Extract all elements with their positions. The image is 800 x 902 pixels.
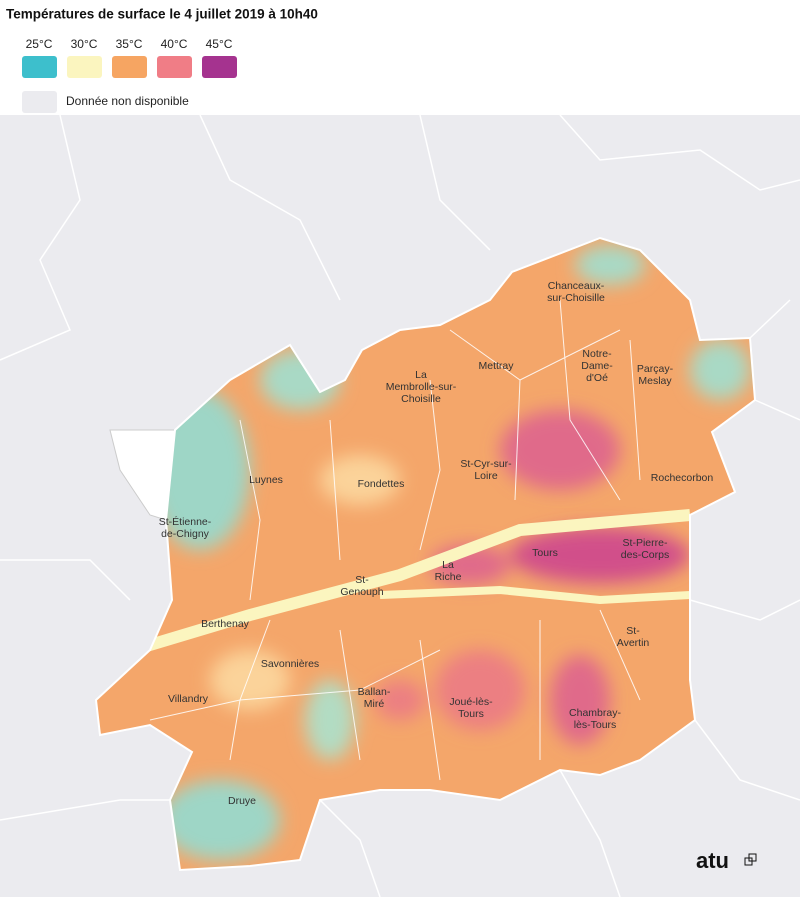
- place-label: Villandry: [168, 693, 209, 705]
- place-label: St-Cyr-sur-: [460, 458, 512, 470]
- place-label: d'Oé: [586, 372, 608, 384]
- place-label: Loire: [474, 470, 498, 482]
- place-label: La: [442, 559, 454, 571]
- place-label: Choisille: [401, 393, 441, 405]
- place-label: Ballan-: [358, 686, 391, 698]
- place-label: St-Pierre-: [623, 537, 668, 549]
- place-label: Chambray-: [569, 707, 621, 719]
- place-label: Mettray: [478, 360, 514, 372]
- place-label: Membrolle-sur-: [386, 381, 457, 393]
- legend-label: 30°C: [71, 37, 98, 51]
- place-label: de-Chigny: [161, 528, 210, 540]
- place-label: Parçay-: [637, 363, 674, 375]
- place-label: Avertin: [617, 637, 650, 649]
- legend-label: 25°C: [26, 37, 53, 51]
- place-label: sur-Choisille: [547, 292, 605, 304]
- legend-label: 45°C: [206, 37, 233, 51]
- place-label: La: [415, 369, 427, 381]
- place-label: des-Corps: [621, 549, 669, 561]
- place-label: Tours: [532, 547, 558, 559]
- legend-swatch: [112, 56, 147, 78]
- place-label: Rochecorbon: [651, 472, 714, 484]
- place-label: St-: [355, 574, 369, 586]
- place-label: Joué-lès-: [449, 696, 493, 708]
- place-label: Dame-: [581, 360, 613, 372]
- place-label: St-Étienne-: [159, 515, 212, 528]
- legend-swatch: [202, 56, 237, 78]
- place-label: Tours: [458, 708, 484, 720]
- place-label: Druye: [228, 795, 256, 807]
- outer-boundaries: [0, 114, 800, 898]
- logo-icon: [748, 853, 757, 862]
- place-label: lès-Tours: [574, 719, 617, 731]
- title: Températures de surface le 4 juillet 201…: [6, 7, 318, 22]
- legend-label: 40°C: [161, 37, 188, 51]
- place-label: Berthenay: [201, 618, 250, 630]
- legend-swatch: [67, 56, 102, 78]
- place-label: Fondettes: [358, 478, 405, 490]
- no-data-area: [109, 429, 176, 521]
- place-label: Miré: [364, 698, 385, 710]
- legend-swatch: [22, 91, 57, 113]
- legend-swatch: [22, 56, 57, 78]
- legend-swatch: [157, 56, 192, 78]
- place-label: Meslay: [638, 375, 672, 387]
- place-label: Chanceaux-: [548, 280, 605, 292]
- legend-label: Donnée non disponible: [66, 94, 189, 108]
- place-label: St-: [626, 625, 640, 637]
- place-label: Savonnières: [261, 658, 319, 670]
- legend-label: 35°C: [116, 37, 143, 51]
- place-label: Riche: [435, 571, 462, 583]
- logo: atu: [696, 848, 729, 873]
- place-label: Genouph: [340, 586, 383, 598]
- temperature-map: [96, 238, 755, 870]
- place-label: Notre-: [582, 348, 612, 360]
- place-label: Luynes: [249, 474, 283, 486]
